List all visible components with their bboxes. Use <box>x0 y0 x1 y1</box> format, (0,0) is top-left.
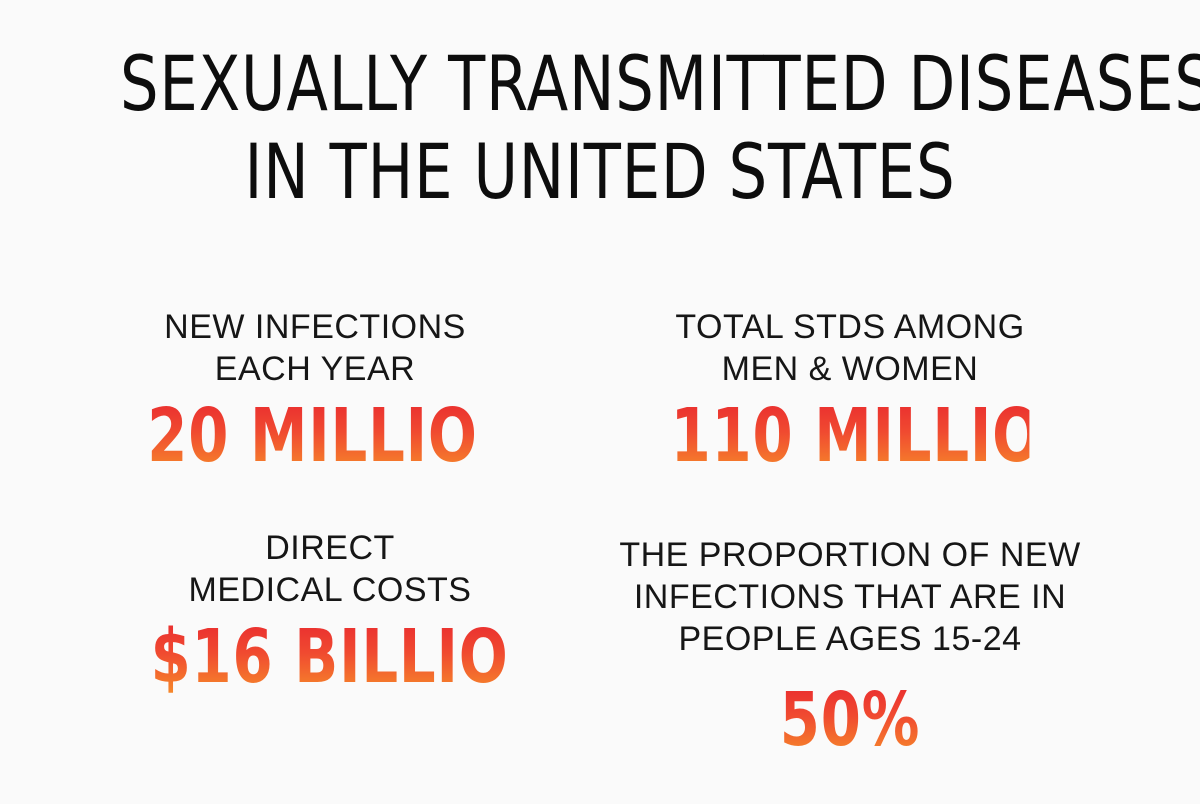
stat-label-line: INFECTIONS THAT ARE IN <box>633 578 1067 616</box>
stat-label-line: PEOPLE AGES 15-24 <box>678 620 1022 658</box>
stat-label-line: TOTAL STDS AMONG <box>675 308 1025 346</box>
stat-value: 110 MILLION <box>670 393 1092 479</box>
stat-value: 50% <box>639 678 1060 762</box>
stat-young-people: THE PROPORTION OF NEW INFECTIONS THAT AR… <box>580 534 1120 762</box>
page-title: SEXUALLY TRANSMITTED DISEASES IN THE UNI… <box>0 40 1200 216</box>
stat-label-line: NEW INFECTIONS <box>164 308 466 346</box>
stat-total-stds: TOTAL STDS AMONG MEN & WOMEN 110 MILLION <box>620 306 1092 479</box>
stat-new-infections: NEW INFECTIONS EACH YEAR 20 MILLION <box>100 306 530 478</box>
stat-label-line: DIRECT <box>265 529 395 567</box>
stat-label-line: THE PROPORTION OF NEW <box>619 536 1081 574</box>
title-line-1: SEXUALLY TRANSMITTED DISEASES <box>120 39 1200 128</box>
stat-value: $16 BILLION <box>150 614 558 700</box>
title-line-2: IN THE UNITED STATES <box>244 127 956 216</box>
stat-medical-costs: DIRECT MEDICAL COSTS $16 BILLION <box>100 527 560 699</box>
stat-label-line: MEDICAL COSTS <box>188 571 472 609</box>
stat-label-line: MEN & WOMEN <box>721 350 979 388</box>
stat-value: 20 MILLION <box>147 393 527 479</box>
stat-label-line: EACH YEAR <box>214 350 416 388</box>
